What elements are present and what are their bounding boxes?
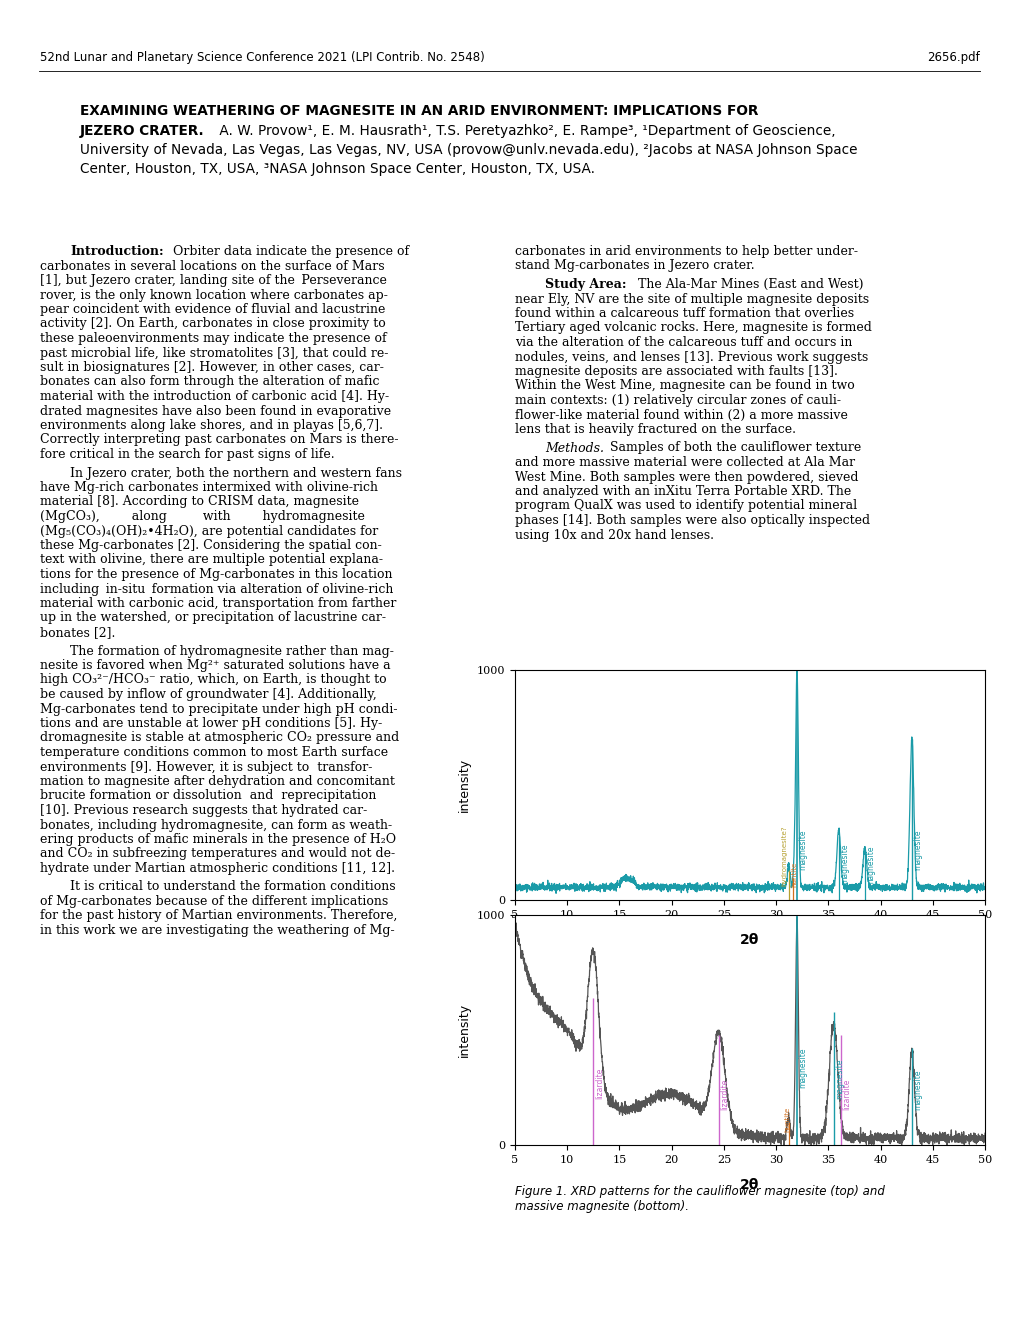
Text: magnesite: magnesite <box>865 846 874 886</box>
Text: these Mg-carbonates [2]. Considering the spatial con-: these Mg-carbonates [2]. Considering the… <box>40 539 381 552</box>
Text: lizardite: lizardite <box>594 1068 603 1100</box>
Text: The formation of hydromagnesite rather than mag-: The formation of hydromagnesite rather t… <box>70 644 393 657</box>
Text: nesite is favored when Mg²⁺ saturated solutions have a: nesite is favored when Mg²⁺ saturated so… <box>40 659 390 672</box>
Text: EXAMINING WEATHERING OF MAGNESITE IN AN ARID ENVIRONMENT: IMPLICATIONS FOR: EXAMINING WEATHERING OF MAGNESITE IN AN … <box>79 104 758 117</box>
Text: via the alteration of the calcareous tuff and occurs in: via the alteration of the calcareous tuf… <box>515 337 852 348</box>
Text: Samples of both the cauliflower texture: Samples of both the cauliflower texture <box>601 441 860 454</box>
Text: huntite: huntite <box>784 1107 790 1133</box>
Text: environments along lake shores, and in playas [5,6,7].: environments along lake shores, and in p… <box>40 418 382 432</box>
Text: Center, Houston, TX, USA, ³NASA Johnson Space Center, Houston, TX, USA.: Center, Houston, TX, USA, ³NASA Johnson … <box>79 162 594 176</box>
Text: including  in-situ  formation via alteration of olivine-rich: including in-situ formation via alterati… <box>40 582 393 595</box>
Text: material with the introduction of carbonic acid [4]. Hy-: material with the introduction of carbon… <box>40 389 388 403</box>
Text: brucite formation or dissolution  and  reprecipitation: brucite formation or dissolution and rep… <box>40 789 376 803</box>
Text: of Mg-carbonates because of the different implications: of Mg-carbonates because of the differen… <box>40 895 388 908</box>
Text: near Ely, NV are the site of multiple magnesite deposits: near Ely, NV are the site of multiple ma… <box>515 293 868 305</box>
Text: pear coincident with evidence of fluvial and lacustrine: pear coincident with evidence of fluvial… <box>40 304 385 315</box>
Text: Tertiary aged volcanic rocks. Here, magnesite is formed: Tertiary aged volcanic rocks. Here, magn… <box>515 322 871 334</box>
Text: Within the West Mine, magnesite can be found in two: Within the West Mine, magnesite can be f… <box>515 380 854 392</box>
Text: hydromagnesite?: hydromagnesite? <box>781 826 787 886</box>
Text: and analyzed with an inXitu Terra Portable XRD. The: and analyzed with an inXitu Terra Portab… <box>515 484 851 498</box>
Text: (MgCO₃),        along         with        hydromagnesite: (MgCO₃), along with hydromagnesite <box>40 510 365 523</box>
Text: The Ala-Mar Mines (East and West): The Ala-Mar Mines (East and West) <box>630 279 863 290</box>
Text: high CO₃²⁻/HCO₃⁻ ratio, which, on Earth, is thought to: high CO₃²⁻/HCO₃⁻ ratio, which, on Earth,… <box>40 673 386 686</box>
Text: Introduction:: Introduction: <box>70 246 163 257</box>
Text: A. W. Provow¹, E. M. Hausrath¹, T.S. Peretyazhko², E. Rampe³, ¹Department of Geo: A. W. Provow¹, E. M. Hausrath¹, T.S. Per… <box>214 124 835 139</box>
Text: text with olivine, there are multiple potential explana-: text with olivine, there are multiple po… <box>40 553 382 566</box>
Text: main contexts: (1) relatively circular zones of cauli-: main contexts: (1) relatively circular z… <box>515 393 841 407</box>
Text: in this work we are investigating the weathering of Mg-: in this work we are investigating the we… <box>40 924 394 937</box>
Text: Orbiter data indicate the presence of: Orbiter data indicate the presence of <box>165 246 409 257</box>
Text: be caused by inflow of groundwater [4]. Additionally,: be caused by inflow of groundwater [4]. … <box>40 688 376 701</box>
Text: drated magnesites have also been found in evaporative: drated magnesites have also been found i… <box>40 404 390 417</box>
Text: 2656.pdf: 2656.pdf <box>926 51 979 65</box>
Text: 2θ: 2θ <box>740 1177 759 1192</box>
Text: rover, is the only known location where carbonates ap-: rover, is the only known location where … <box>40 289 387 301</box>
Text: lens that is heavily fractured on the surface.: lens that is heavily fractured on the su… <box>515 422 795 436</box>
Text: material with carbonic acid, transportation from farther: material with carbonic acid, transportat… <box>40 597 396 610</box>
Text: carbonates in arid environments to help better under-: carbonates in arid environments to help … <box>515 246 857 257</box>
Text: for the past history of Martian environments. Therefore,: for the past history of Martian environm… <box>40 909 397 923</box>
Text: these paleoenvironments may indicate the presence of: these paleoenvironments may indicate the… <box>40 333 386 345</box>
Text: magnesite deposits are associated with faults [13].: magnesite deposits are associated with f… <box>515 366 837 378</box>
Text: magnesite: magnesite <box>835 1059 844 1100</box>
Text: using 10x and 20x hand lenses.: using 10x and 20x hand lenses. <box>515 528 713 541</box>
Text: fore critical in the search for past signs of life.: fore critical in the search for past sig… <box>40 447 334 461</box>
Text: West Mine. Both samples were then powdered, sieved: West Mine. Both samples were then powder… <box>515 470 858 483</box>
Text: magnesite: magnesite <box>798 829 807 870</box>
Text: [10]. Previous research suggests that hydrated car-: [10]. Previous research suggests that hy… <box>40 804 367 817</box>
Text: bonates can also form through the alteration of mafic: bonates can also form through the altera… <box>40 375 379 388</box>
Text: flower-like material found within (2) a more massive: flower-like material found within (2) a … <box>515 408 847 421</box>
Text: ering products of mafic minerals in the presence of H₂O: ering products of mafic minerals in the … <box>40 833 395 846</box>
Text: JEZERO CRATER.: JEZERO CRATER. <box>79 124 205 139</box>
Text: Mg-carbonates tend to precipitate under high pH condi-: Mg-carbonates tend to precipitate under … <box>40 702 397 715</box>
Text: mation to magnesite after dehydration and concomitant: mation to magnesite after dehydration an… <box>40 775 394 788</box>
Text: In Jezero crater, both the northern and western fans: In Jezero crater, both the northern and … <box>70 466 401 479</box>
Text: (Mg₅(CO₃)₄(OH)₂•4H₂O), are potential candidates for: (Mg₅(CO₃)₄(OH)₂•4H₂O), are potential can… <box>40 524 378 537</box>
Text: material [8]. According to CRISM data, magnesite: material [8]. According to CRISM data, m… <box>40 495 359 508</box>
Text: huntite: huntite <box>791 862 797 887</box>
Text: 2θ: 2θ <box>740 933 759 946</box>
Text: tions for the presence of Mg-carbonates in this location: tions for the presence of Mg-carbonates … <box>40 568 392 581</box>
Text: [1], but Jezero crater, landing site of the  Perseverance: [1], but Jezero crater, landing site of … <box>40 275 386 286</box>
Text: nodules, veins, and lenses [13]. Previous work suggests: nodules, veins, and lenses [13]. Previou… <box>515 351 867 363</box>
Y-axis label: intensity: intensity <box>458 758 471 812</box>
Text: magnesite: magnesite <box>913 829 921 870</box>
Text: Methods.: Methods. <box>544 441 603 454</box>
Text: magnesite: magnesite <box>798 1047 807 1088</box>
Text: magnesite: magnesite <box>913 1071 921 1110</box>
Text: Correctly interpreting past carbonates on Mars is there-: Correctly interpreting past carbonates o… <box>40 433 398 446</box>
Text: stand Mg-carbonates in Jezero crater.: stand Mg-carbonates in Jezero crater. <box>515 260 754 272</box>
Text: activity [2]. On Earth, carbonates in close proximity to: activity [2]. On Earth, carbonates in cl… <box>40 318 385 330</box>
Text: Study Area:: Study Area: <box>544 279 626 290</box>
Text: found within a calcareous tuff formation that overlies: found within a calcareous tuff formation… <box>515 308 853 319</box>
Text: up in the watershed, or precipitation of lacustrine car-: up in the watershed, or precipitation of… <box>40 611 385 624</box>
Text: temperature conditions common to most Earth surface: temperature conditions common to most Ea… <box>40 746 388 759</box>
Text: bonates, including hydromagnesite, can form as weath-: bonates, including hydromagnesite, can f… <box>40 818 391 832</box>
Text: dromagnesite is stable at atmospheric CO₂ pressure and: dromagnesite is stable at atmospheric CO… <box>40 731 398 744</box>
Text: Figure 1. XRD patterns for the cauliflower magnesite (top) and
massive magnesite: Figure 1. XRD patterns for the cauliflow… <box>515 1185 884 1213</box>
Text: It is critical to understand the formation conditions: It is critical to understand the formati… <box>70 880 395 894</box>
Text: lizardite: lizardite <box>842 1080 851 1110</box>
Text: University of Nevada, Las Vegas, Las Vegas, NV, USA (provow@unlv.nevada.edu), ²J: University of Nevada, Las Vegas, Las Veg… <box>79 143 857 157</box>
Y-axis label: intensity: intensity <box>458 1003 471 1057</box>
Text: carbonates in several locations on the surface of Mars: carbonates in several locations on the s… <box>40 260 384 272</box>
Text: phases [14]. Both samples were also optically inspected: phases [14]. Both samples were also opti… <box>515 513 869 527</box>
Text: sult in biosignatures [2]. However, in other cases, car-: sult in biosignatures [2]. However, in o… <box>40 360 383 374</box>
Text: and more massive material were collected at Ala Mar: and more massive material were collected… <box>515 455 854 469</box>
Text: have Mg-rich carbonates intermixed with olivine-rich: have Mg-rich carbonates intermixed with … <box>40 480 378 494</box>
Text: lizardite: lizardite <box>719 1080 729 1110</box>
Text: and CO₂ in subfreezing temperatures and would not de-: and CO₂ in subfreezing temperatures and … <box>40 847 394 861</box>
Text: hydrate under Martian atmospheric conditions [11, 12].: hydrate under Martian atmospheric condit… <box>40 862 394 875</box>
Text: program QualX was used to identify potential mineral: program QualX was used to identify poten… <box>515 499 856 512</box>
Text: environments [9]. However, it is subject to  transfor-: environments [9]. However, it is subject… <box>40 760 372 774</box>
Text: 52nd Lunar and Planetary Science Conference 2021 (LPI Contrib. No. 2548): 52nd Lunar and Planetary Science Confere… <box>40 51 484 65</box>
Text: bonates [2].: bonates [2]. <box>40 626 115 639</box>
Text: past microbial life, like stromatolites [3], that could re-: past microbial life, like stromatolites … <box>40 346 388 359</box>
Text: magnesite: magnesite <box>840 843 849 884</box>
Text: tions and are unstable at lower pH conditions [5]. Hy-: tions and are unstable at lower pH condi… <box>40 717 382 730</box>
